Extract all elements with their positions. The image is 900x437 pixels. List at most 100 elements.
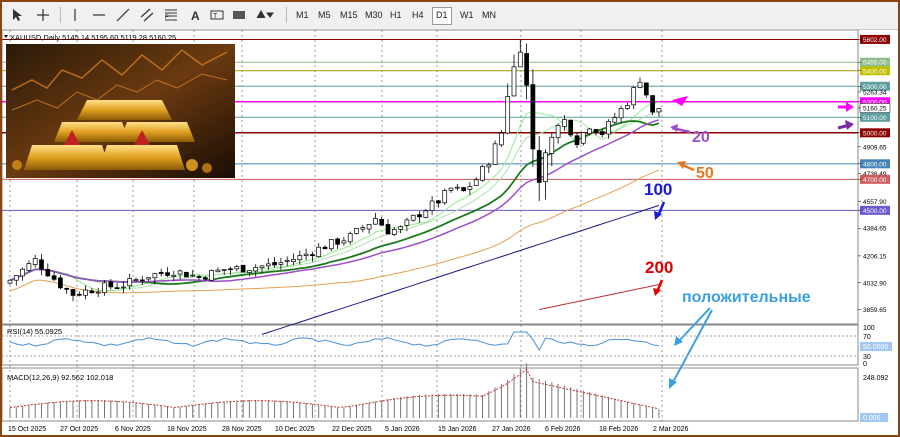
time-label: 15 Oct 2025 <box>8 426 46 433</box>
toolbar-separator <box>60 7 61 23</box>
rsi-scale-100: 100 <box>863 325 875 332</box>
ma-light-line <box>9 101 660 292</box>
time-label: 18 Feb 2026 <box>599 426 638 433</box>
candle-body <box>480 166 485 181</box>
horizontal-line-icon[interactable] <box>90 6 108 24</box>
shapes-icon[interactable] <box>230 6 248 24</box>
candle-body <box>391 229 397 236</box>
price-label: 5200.00 <box>863 99 887 106</box>
candle-body <box>146 277 151 280</box>
candle-body <box>354 228 359 234</box>
candle-body <box>234 266 240 270</box>
ma200-label: 200 <box>645 258 673 277</box>
candle-body <box>58 277 63 289</box>
timeframe-m15[interactable]: M15 <box>340 10 358 20</box>
macd-histogram <box>9 363 660 418</box>
symbol-collapse-icon[interactable] <box>4 35 8 38</box>
candle-body <box>473 179 479 186</box>
candle-body <box>593 129 599 133</box>
candle-body <box>410 214 416 221</box>
candle-body <box>83 289 88 296</box>
cursor-icon[interactable] <box>8 6 26 24</box>
ma100-label: 100 <box>644 180 672 199</box>
vertical-line-icon[interactable] <box>66 6 84 24</box>
rsi-label: RSI(14) 55.0925 <box>7 327 62 336</box>
candle-body <box>643 82 649 96</box>
price-label: 4909.65 <box>863 144 887 151</box>
price-tag <box>860 128 890 138</box>
price-label: 4500.00 <box>863 208 887 215</box>
candle-body <box>127 278 133 287</box>
candle-body <box>625 105 630 109</box>
candle-body <box>511 66 517 97</box>
candle-body <box>454 186 460 189</box>
rsi-line <box>9 331 659 352</box>
toolbar: F A T M1 M5 M15 M30 H1 H4 D1 W1 MN <box>2 2 898 30</box>
candle-body <box>291 259 296 262</box>
candle-body <box>423 210 429 218</box>
price-label: 4557.90 <box>863 199 887 206</box>
price-label: 4206.15 <box>863 253 887 260</box>
fibonacci-icon[interactable]: F <box>162 6 180 24</box>
candle-body <box>316 246 322 258</box>
trend-line-icon[interactable] <box>114 6 132 24</box>
label-icon[interactable]: T <box>208 6 226 24</box>
rsi-scale-70: 70 <box>863 334 871 341</box>
price-label: 5400.00 <box>863 68 887 75</box>
rsi-current-value: 50.0000 <box>863 344 888 351</box>
candle-body <box>190 274 196 277</box>
candle-body <box>322 246 328 250</box>
candle-body <box>335 238 340 245</box>
chart-area[interactable]: XAUUSD,Daily 5145.14 5195.60 5119.28 516… <box>2 29 898 435</box>
timeframe-m5[interactable]: M5 <box>318 10 331 20</box>
timeframe-w1[interactable]: W1 <box>460 10 474 20</box>
candle-body <box>26 263 32 271</box>
price-tag <box>860 66 890 76</box>
arrows-icon[interactable] <box>254 6 278 24</box>
candle-body <box>121 286 126 289</box>
candle-body <box>102 282 107 293</box>
price-label: 4700.00 <box>863 177 887 184</box>
price-label: 4384.65 <box>863 226 887 233</box>
ma50-line <box>9 169 660 294</box>
candle-body <box>253 267 259 272</box>
candle-body <box>221 269 227 271</box>
crosshair-icon[interactable] <box>34 6 52 24</box>
price-label: 5160.25 <box>863 105 887 112</box>
candle-body <box>448 187 454 191</box>
text-icon[interactable]: A <box>186 6 204 24</box>
macd-signal-line <box>9 368 660 410</box>
timeframe-h1[interactable]: H1 <box>390 10 402 20</box>
candle-body <box>64 288 70 290</box>
candle-body <box>536 150 542 183</box>
timeframe-mn[interactable]: MN <box>482 10 496 20</box>
candle-body <box>95 291 101 294</box>
candle-body <box>89 290 95 294</box>
macd-scale-top: 248.092 <box>863 375 888 382</box>
candle-body <box>139 279 145 282</box>
candle-body <box>196 276 202 278</box>
ma-annotations: 20 50 100 200 положительные <box>644 96 854 389</box>
timeframe-m1[interactable]: M1 <box>296 10 309 20</box>
candle-body <box>265 263 271 267</box>
candle-body <box>637 81 643 89</box>
channel-icon[interactable] <box>138 6 156 24</box>
ma20-label: 20 <box>692 129 710 146</box>
candle-body <box>587 128 592 134</box>
candle-body <box>184 271 189 278</box>
timeframe-d1[interactable]: D1 <box>432 7 452 25</box>
price-tag <box>860 57 890 67</box>
candle-body <box>562 119 567 127</box>
candle-body <box>580 132 586 144</box>
price-chart[interactable]: XAUUSD,Daily 5145.14 5195.60 5119.28 516… <box>2 29 898 435</box>
timeframe-m30[interactable]: M30 <box>365 10 383 20</box>
time-label: 18 Nov 2025 <box>167 426 207 433</box>
rsi-axis: 100 70 50.0000 30 0 <box>860 325 892 368</box>
candle-body <box>530 84 536 150</box>
candle-body <box>240 264 246 273</box>
time-label: 5 Jan 2026 <box>385 426 420 433</box>
candle-body <box>209 270 214 281</box>
timeframe-h4[interactable]: H4 <box>412 10 424 20</box>
ma200-line <box>539 284 660 311</box>
